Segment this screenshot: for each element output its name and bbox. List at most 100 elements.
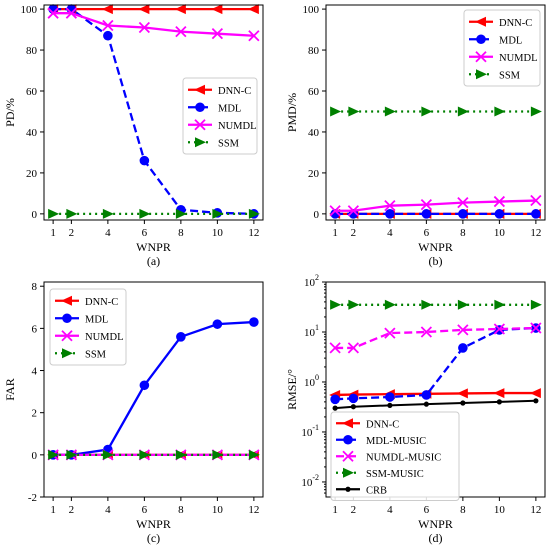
x-tick-label: 4 (387, 504, 393, 516)
data-point (66, 449, 78, 460)
legend-label: SSM (499, 70, 521, 81)
data-point (421, 390, 432, 400)
x-tick-label: 2 (69, 227, 75, 239)
panel-label: (d) (429, 531, 443, 545)
y-tick-label: 101 (304, 323, 319, 339)
data-point (175, 208, 187, 219)
legend-label: SSM (85, 349, 107, 360)
data-point (457, 106, 469, 117)
legend-label: NUMDL (85, 332, 124, 343)
x-tick-label: 12 (248, 504, 259, 516)
chart-panel: 1 2 4 6 8 10 12020406080100WNPRPMD/%(b)DNN-CMD… (285, 4, 546, 268)
data-point (103, 30, 113, 41)
data-point (330, 394, 340, 405)
legend-marker (475, 51, 487, 63)
legend-label: SSM-MUSIC (366, 469, 424, 480)
y-tick-label: 6 (32, 323, 38, 335)
data-point (138, 21, 151, 34)
data-point (348, 106, 360, 117)
legend-marker (475, 16, 486, 27)
data-point (531, 209, 541, 219)
data-point (496, 399, 502, 405)
x-tick-label: 2 (69, 504, 75, 516)
series-ssm (48, 208, 260, 219)
x-tick-label: 10 (212, 504, 224, 516)
series-line (335, 391, 536, 397)
data-point (248, 449, 260, 460)
y-tick-label: 0 (314, 209, 320, 221)
data-point (457, 299, 469, 310)
y-tick-label: 100 (303, 4, 320, 16)
legend-box (330, 411, 460, 501)
data-point (457, 324, 469, 336)
legend-label: NUMDL (499, 53, 538, 64)
legend-label: DNN-C (85, 297, 118, 308)
data-point (423, 401, 429, 407)
series-line (335, 399, 536, 410)
series-mdl-music (330, 323, 541, 405)
x-tick-label: 4 (387, 227, 393, 239)
x-axis-label: WNPR (136, 240, 171, 254)
legend-marker (476, 69, 487, 80)
y-tick-label: 80 (26, 45, 38, 57)
series-numdl-music (329, 322, 542, 354)
legend-label: MDL-MUSIC (366, 436, 426, 447)
data-point (420, 326, 433, 338)
data-point (421, 209, 432, 219)
data-point (494, 106, 506, 117)
x-tick-label: 8 (460, 504, 466, 516)
data-point (530, 106, 542, 117)
y-tick-label: 4 (32, 366, 38, 378)
x-tick-label: 8 (178, 227, 184, 239)
data-point (530, 194, 542, 207)
plot-frame (43, 281, 264, 498)
y-tick-label: 20 (308, 168, 320, 180)
data-point (176, 332, 186, 342)
x-tick-label: 8 (460, 227, 466, 239)
legend-label: MDL (499, 35, 522, 46)
data-point (494, 209, 505, 219)
legend-marker (62, 348, 73, 359)
legend-label: NUMDL (218, 121, 257, 132)
y-axis-label: FAR (3, 378, 17, 400)
x-tick-label: 10 (494, 504, 506, 516)
data-point (493, 195, 506, 208)
data-point (248, 208, 260, 219)
x-tick-label: 12 (248, 227, 259, 239)
x-axis-label: WNPR (136, 517, 171, 531)
data-point (47, 7, 59, 19)
y-axis-label: PD/% (3, 98, 17, 127)
x-tick-label: 4 (105, 504, 111, 516)
data-point (211, 4, 223, 15)
data-point (329, 205, 341, 217)
legend-marker (342, 418, 353, 429)
x-axis-label: WNPR (418, 240, 453, 254)
legend-marker (343, 467, 354, 478)
data-point (421, 299, 433, 310)
data-point (330, 106, 342, 117)
data-point (248, 30, 260, 42)
data-point (384, 106, 396, 117)
data-point (66, 208, 78, 219)
legend: DNN-C MDL NUMDL SSM (49, 288, 127, 366)
data-point (329, 342, 341, 354)
plot-frame (325, 4, 546, 221)
data-point (48, 449, 60, 460)
x-tick-label: 6 (424, 504, 430, 516)
data-point (175, 449, 187, 460)
data-point (348, 393, 359, 404)
data-point (385, 209, 395, 219)
data-point (139, 449, 151, 460)
data-point (347, 342, 360, 354)
series-dnn-c (47, 4, 259, 15)
data-point (347, 205, 360, 217)
data-point (384, 327, 396, 339)
y-tick-label: 20 (26, 168, 38, 180)
legend-label: DNN-C (366, 419, 399, 430)
data-point (384, 299, 396, 310)
data-point (387, 402, 393, 408)
legend: DNN-C MDL NUMDL SSM (463, 9, 541, 87)
data-point (212, 208, 224, 219)
data-point (102, 19, 114, 32)
legend: DNN-C MDL-MUSIC NUMDL-MUSIC SSM-MUSIC CRB (330, 411, 460, 501)
